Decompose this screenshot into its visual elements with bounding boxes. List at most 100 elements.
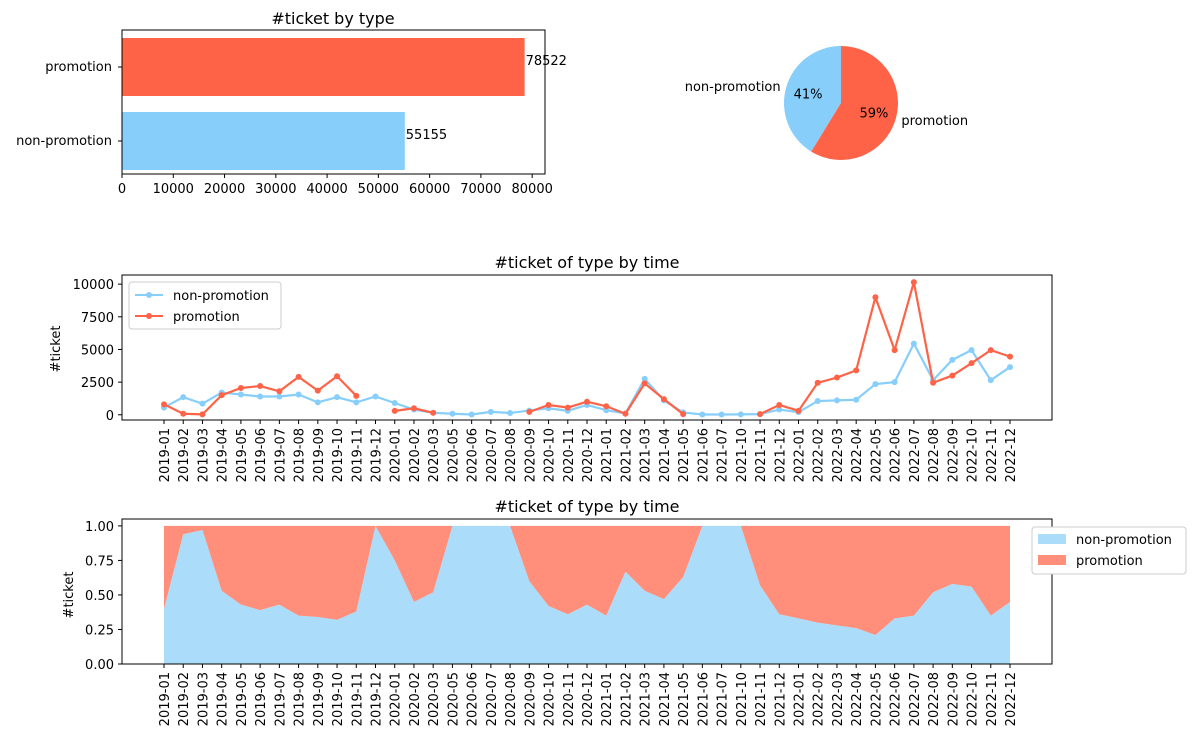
point-promotion	[776, 401, 783, 408]
x-tick-label: 80000	[512, 182, 553, 197]
x-tick-label: 2019-12	[370, 672, 385, 726]
point-non-promotion	[814, 398, 821, 405]
x-tick-label: 2019-04	[216, 672, 231, 726]
pie-label: non-promotion	[685, 80, 781, 95]
x-tick-label: 2019-10	[331, 428, 346, 482]
x-tick-label: 2019-07	[273, 672, 288, 726]
point-promotion	[949, 372, 956, 379]
x-tick-label: 2022-11	[985, 672, 1000, 726]
x-tick-label: 2022-06	[889, 672, 904, 726]
x-tick-label: 2022-11	[985, 428, 1000, 482]
point-promotion	[930, 379, 937, 386]
x-tick-label: 2019-01	[158, 672, 173, 726]
x-tick-label: 2022-05	[869, 672, 884, 726]
x-tick-label: 2019-08	[293, 672, 308, 726]
point-non-promotion	[641, 375, 648, 382]
line-chart-title: #ticket of type by time	[494, 253, 679, 272]
x-tick-label: 2021-03	[639, 672, 654, 726]
x-tick-label: 60000	[409, 182, 450, 197]
point-promotion	[795, 407, 802, 414]
x-tick-label: 2019-05	[235, 672, 250, 726]
point-promotion	[564, 404, 571, 411]
x-tick-label: 2021-12	[773, 428, 788, 482]
point-promotion	[910, 279, 917, 286]
point-non-promotion	[180, 394, 187, 401]
point-promotion	[218, 392, 225, 399]
area-promotion	[164, 525, 1010, 635]
y-tick-label: 5000	[81, 343, 114, 358]
point-promotion	[276, 388, 283, 395]
point-promotion	[814, 379, 821, 386]
x-tick-label: 2021-01	[600, 428, 615, 482]
x-tick-label: 2021-04	[658, 672, 673, 726]
legend-box	[128, 281, 282, 330]
point-promotion	[872, 294, 879, 301]
point-non-promotion	[737, 411, 744, 418]
point-promotion	[891, 347, 898, 354]
x-tick-label: 2020-06	[466, 672, 481, 726]
legend-box	[1031, 526, 1187, 575]
point-non-promotion	[372, 393, 379, 400]
bar-value-label: 55155	[406, 128, 447, 143]
x-tick-label: 2021-11	[754, 672, 769, 726]
point-non-promotion	[257, 393, 264, 400]
x-tick-label: 2021-05	[677, 672, 692, 726]
bar-chart: #ticket by type 55155 non-promotion 78522 p…	[16, 9, 567, 197]
x-tick-label: 40000	[306, 182, 347, 197]
x-tick-label: 2019-05	[235, 428, 250, 482]
x-tick-label: 2019-02	[177, 428, 192, 482]
area-chart-frame	[121, 518, 1053, 665]
point-promotion	[180, 410, 187, 417]
x-tick-label: 2022-02	[812, 428, 827, 482]
x-tick-label: 2022-01	[793, 672, 808, 726]
point-promotion	[391, 407, 398, 414]
x-tick-label: 2020-09	[523, 428, 538, 482]
point-promotion	[680, 411, 687, 418]
point-promotion	[314, 387, 321, 394]
point-promotion	[968, 360, 975, 367]
point-non-promotion	[987, 377, 994, 384]
x-tick-label: 2022-10	[966, 672, 981, 726]
point-promotion	[1007, 353, 1013, 360]
point-promotion	[526, 408, 533, 415]
x-tick-label: 2022-08	[927, 428, 942, 482]
point-non-promotion	[949, 356, 956, 363]
point-non-promotion	[968, 347, 975, 354]
x-tick-label: 2019-02	[177, 672, 192, 726]
y-tick-label: 10000	[73, 278, 114, 293]
legend-label-non-promotion: non-promotion	[173, 289, 269, 304]
bar-promotion	[122, 38, 525, 96]
x-tick-label: 2020-03	[427, 428, 442, 482]
x-tick-label: 2019-03	[196, 428, 211, 482]
area-chart-title: #ticket of type by time	[494, 497, 679, 516]
legend-label-non-promotion: non-promotion	[1076, 533, 1172, 548]
x-tick-label: 2021-05	[677, 428, 692, 482]
x-tick-label: 2021-12	[773, 672, 788, 726]
x-tick-label: 2019-08	[293, 428, 308, 482]
line-chart-frame	[121, 274, 1053, 421]
x-tick-label: 2020-05	[446, 672, 461, 726]
x-tick-label: 2020-08	[504, 672, 519, 726]
point-non-promotion	[334, 394, 341, 401]
x-tick-label: 2019-09	[312, 672, 327, 726]
point-non-promotion	[853, 396, 860, 403]
x-tick-label: 2022-01	[793, 428, 808, 482]
pie-slice-promotion	[811, 46, 899, 161]
point-non-promotion	[891, 379, 898, 386]
y-tick-label: 0.50	[85, 589, 114, 604]
point-non-promotion	[1007, 364, 1013, 371]
x-tick-label: 2022-03	[831, 672, 846, 726]
point-promotion	[161, 401, 167, 408]
point-non-promotion	[699, 411, 706, 418]
y-tick-label: 1.00	[85, 520, 114, 535]
x-tick-label: 2020-02	[408, 672, 423, 726]
y-tick-label: promotion	[45, 60, 112, 75]
point-non-promotion	[776, 406, 783, 413]
x-tick-label: 2021-06	[696, 428, 711, 482]
x-tick-label: 2021-01	[600, 672, 615, 726]
x-tick-label: 2022-09	[946, 672, 961, 726]
x-tick-label: 2020-08	[504, 428, 519, 482]
point-non-promotion	[353, 399, 360, 406]
x-tick-label: 2019-12	[370, 428, 385, 482]
